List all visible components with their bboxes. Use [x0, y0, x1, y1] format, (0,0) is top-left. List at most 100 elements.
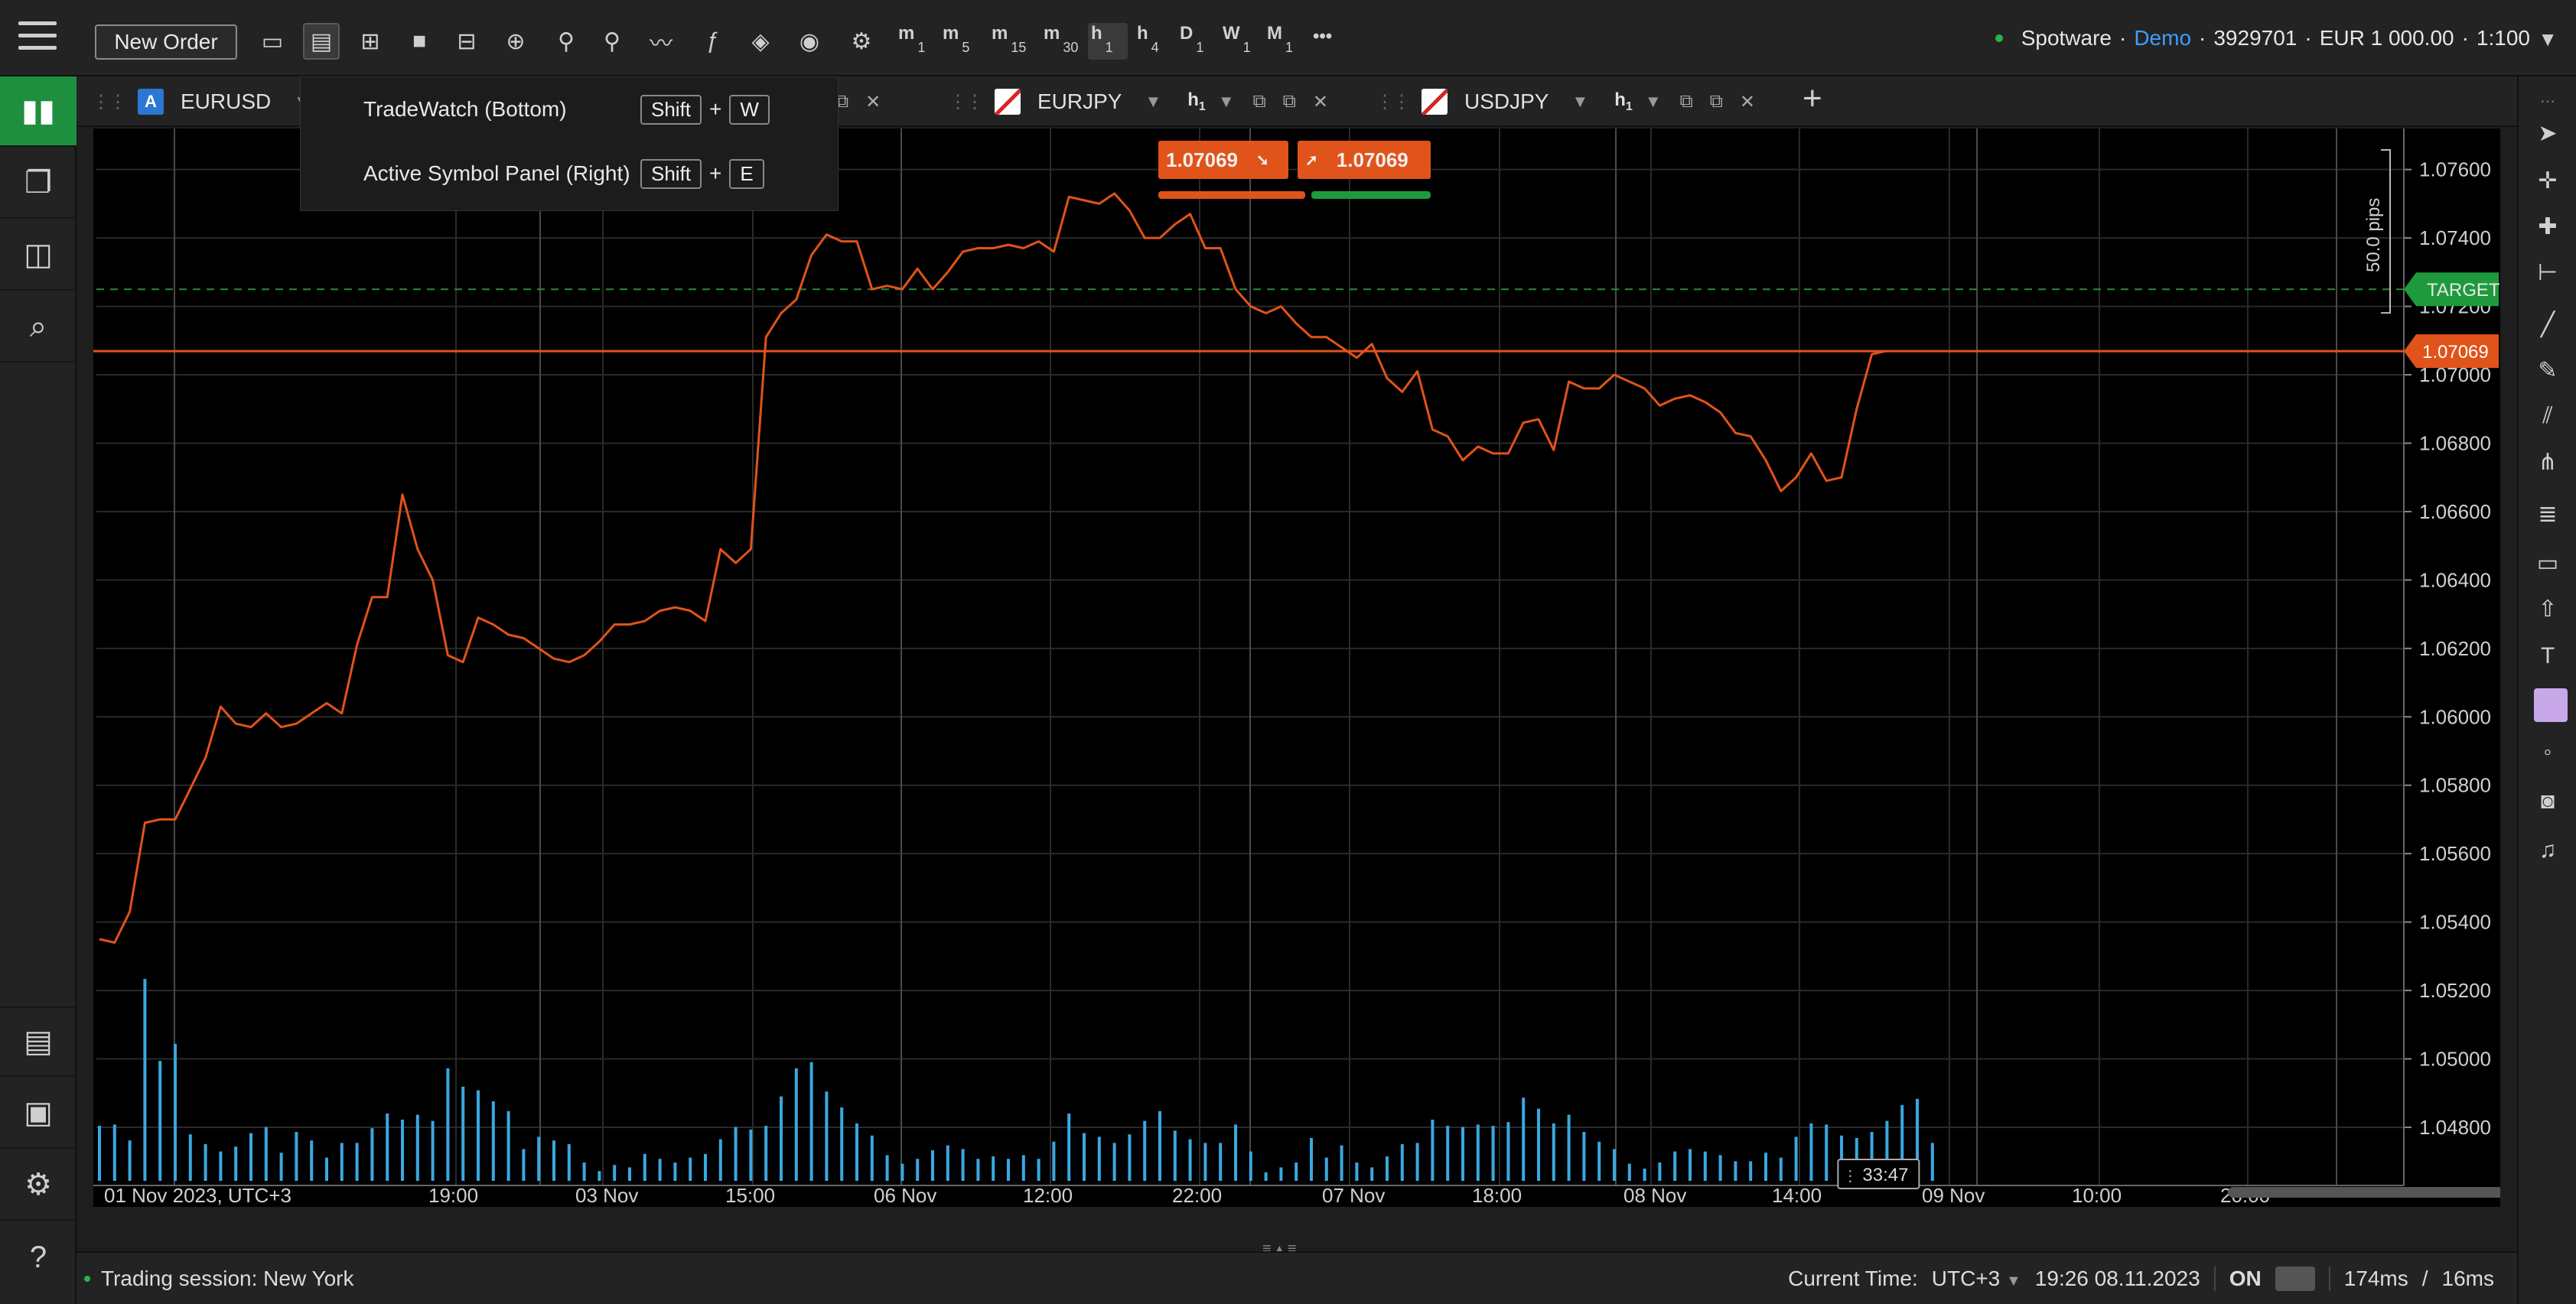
indicators-icon[interactable]: ƒ — [706, 28, 720, 54]
zoom-in-icon[interactable]: ⚲ — [604, 28, 620, 54]
measure-icon[interactable]: ⊢ — [2537, 259, 2558, 285]
crosshair-icon[interactable]: ✛ — [2538, 167, 2558, 193]
line-width-icon[interactable]: ◦ — [2543, 740, 2552, 765]
menu-icon[interactable] — [18, 21, 57, 52]
pitchfork-icon[interactable]: ⋔ — [2538, 449, 2558, 475]
quick-measure-icon[interactable]: ✚ — [2538, 213, 2558, 239]
sound-toggle[interactable] — [2275, 1267, 2315, 1291]
y-tick-label: 1.05600 — [2419, 842, 2491, 865]
volume-bar — [401, 1120, 404, 1181]
layout-icon[interactable]: ▤ — [303, 23, 340, 60]
color-swatch[interactable] — [2534, 688, 2568, 722]
volume-bar — [1446, 1126, 1450, 1181]
close-icon[interactable]: ✕ — [865, 91, 881, 112]
tab-symbol: USDJPY — [1464, 89, 1549, 113]
volume-bar — [900, 1163, 904, 1181]
chart-settings-icon[interactable]: ⚙ — [851, 28, 872, 54]
new-chart-icon[interactable]: ⊕ — [506, 28, 526, 54]
zoom-out-icon[interactable]: ⚲ — [558, 28, 575, 54]
volume-bar — [764, 1126, 768, 1181]
target-label: TARGET — [2427, 280, 2500, 301]
detach-icon[interactable]: ⧉ — [1282, 91, 1296, 112]
tab-period[interactable]: h1 — [1187, 89, 1206, 113]
volume-bar — [1158, 1111, 1161, 1181]
gear-icon[interactable]: ⚙ — [0, 1150, 77, 1221]
eye-icon[interactable]: ◉ — [799, 28, 820, 54]
copy-app-icon[interactable]: ❐ — [0, 148, 77, 219]
volume-bar — [552, 1140, 555, 1181]
symbol-flag-icon — [995, 89, 1021, 115]
buy-button[interactable]: ➚ 1.07069 — [1298, 141, 1431, 179]
detach-icon[interactable]: ⧉ — [835, 91, 849, 112]
chevron-down-icon[interactable]: ▼ — [2538, 28, 2558, 50]
add-tab-icon[interactable]: + — [1803, 80, 1822, 117]
text-icon[interactable]: T — [2540, 643, 2555, 668]
chevron-down-icon[interactable]: ▼ — [1217, 92, 1235, 111]
drag-handle-icon[interactable]: ⋮⋮ — [1376, 91, 1411, 112]
shortcut-row[interactable]: Active Symbol Panel (Right) Shift + E — [363, 155, 772, 192]
chart-type-icon[interactable]: 〰 — [650, 31, 672, 57]
tab-symbol: EURUSD — [181, 89, 272, 113]
volume-bar — [567, 1144, 571, 1181]
cursor-icon[interactable]: ➤ — [2538, 120, 2558, 146]
new-order-button[interactable]: New Order — [95, 24, 237, 60]
volume-bar — [1870, 1132, 1874, 1181]
arrow-up-icon[interactable]: ⇧ — [2538, 596, 2558, 622]
wallet-icon[interactable]: ▣ — [0, 1078, 77, 1149]
timeframe-m30[interactable]: m 30 — [1044, 23, 1079, 55]
drag-handle-icon[interactable]: ⋮⋮ — [949, 91, 984, 112]
account-info[interactable]: Spotware · Demo · 3929701 · EUR 1 000.00… — [1995, 26, 2530, 50]
camera-icon[interactable]: ◙ — [2540, 789, 2555, 814]
volume-bar — [174, 1043, 177, 1181]
timeframe-m15[interactable]: m 15 — [992, 23, 1027, 55]
link-icon[interactable]: ⧉ — [1252, 91, 1266, 112]
shortcut-row[interactable]: TradeWatch (Bottom) Shift + W — [363, 91, 777, 128]
volume-bar — [295, 1132, 298, 1181]
close-icon[interactable]: ✕ — [1312, 91, 1328, 112]
volume-bar — [1021, 1155, 1025, 1181]
detach-icon[interactable]: ⧉ — [1709, 91, 1723, 112]
volume-bar — [598, 1171, 601, 1181]
chevron-down-icon[interactable]: ▼ — [1571, 92, 1589, 111]
tab-eurjpy[interactable]: ⋮⋮ EURJPY ▼ h1 ▼ ⧉ ⧉ ✕ — [949, 83, 1345, 121]
tab-period[interactable]: h1 — [1614, 89, 1633, 113]
volume-bar — [310, 1140, 314, 1181]
timezone-select[interactable]: UTC+3 ▼ — [1931, 1267, 2021, 1290]
drag-handle-icon[interactable]: ⋯ — [2540, 93, 2555, 110]
more-icon[interactable]: ••• — [1313, 26, 1333, 47]
chart-mode-icon[interactable]: ▭ — [261, 28, 284, 54]
help-icon[interactable]: ? — [29, 1240, 47, 1274]
bell-icon[interactable]: ♫ — [2539, 837, 2557, 863]
automate-app-icon[interactable]: ◫ — [0, 220, 77, 291]
rectangle-icon[interactable]: ▭ — [2536, 550, 2559, 576]
sell-button[interactable]: 1.07069 ➘ — [1158, 141, 1288, 179]
trend-line-icon[interactable]: ╱ — [2540, 311, 2555, 337]
close-icon[interactable]: ✕ — [1739, 91, 1755, 112]
arrow-down-right-icon: ➘ — [1255, 151, 1269, 169]
channel-icon[interactable]: ⫽ — [2542, 403, 2553, 428]
link-icon[interactable]: ⧉ — [1679, 91, 1693, 112]
chevron-down-icon[interactable]: ▼ — [1644, 92, 1662, 111]
chart-canvas[interactable]: 1.076001.074001.072001.070001.068001.066… — [93, 128, 2500, 1207]
fibonacci-icon[interactable]: ≣ — [2538, 501, 2558, 527]
analyze-app-icon[interactable]: ⌕ — [0, 292, 77, 363]
chevron-down-icon[interactable]: ▼ — [1145, 92, 1162, 111]
cashier-icon[interactable]: ▤ — [0, 1006, 77, 1077]
volume-bar — [613, 1165, 617, 1181]
price-chart[interactable]: 1.07600 1.07400 1.07200 1.07000 1.06800 1.066… — [93, 128, 2500, 1207]
layers-icon[interactable]: ◈ — [751, 28, 770, 54]
split-chart-icon[interactable]: ⊟ — [457, 28, 477, 54]
grid-layout-icon[interactable]: ⊞ — [360, 28, 380, 54]
trade-app-icon[interactable]: ▮▮ — [0, 76, 77, 147]
single-chart-icon[interactable]: ■ — [412, 28, 427, 54]
pencil-icon[interactable]: ✎ — [2538, 357, 2558, 383]
tab-usdjpy[interactable]: ⋮⋮ USDJPY ▼ h1 ▼ ⧉ ⧉ ✕ — [1376, 83, 1772, 121]
drag-handle-icon[interactable]: ⋮⋮ — [92, 91, 127, 112]
